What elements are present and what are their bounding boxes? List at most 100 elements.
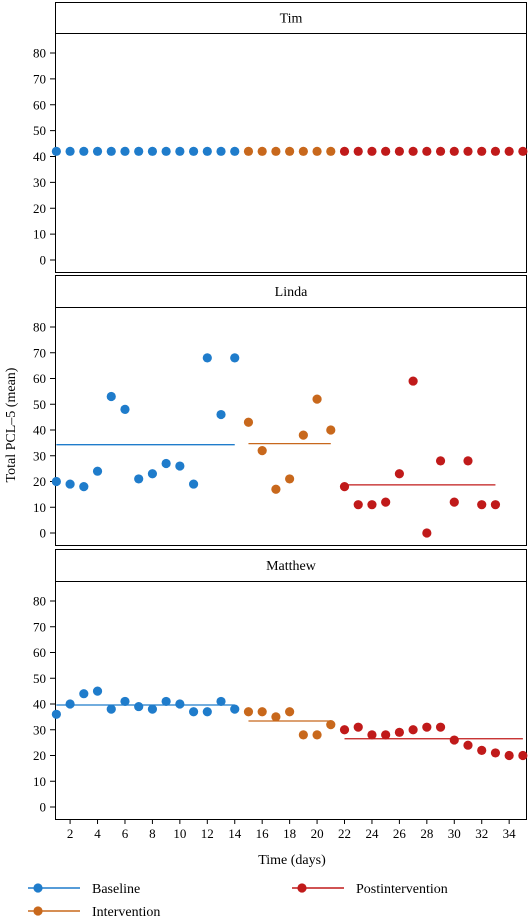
data-point-baseline — [161, 458, 171, 469]
panel-title: Matthew — [266, 559, 317, 574]
data-point-intervention — [271, 146, 281, 156]
x-tick-label: 16 — [256, 826, 270, 841]
data-point-baseline — [188, 146, 199, 156]
data-point-intervention — [285, 146, 295, 156]
data-point-postintervention — [394, 727, 404, 737]
data-point-postintervention — [490, 500, 501, 510]
data-point-baseline — [216, 409, 226, 420]
data-point-postintervention — [463, 456, 473, 466]
x-tick-label: 8 — [149, 826, 156, 841]
panel-strip — [55, 2, 527, 34]
data-point-postintervention — [449, 146, 459, 156]
data-point-baseline — [216, 146, 226, 156]
data-point-baseline — [147, 469, 158, 479]
legend-item-intervention: Intervention — [28, 905, 160, 920]
data-point-baseline — [134, 474, 144, 484]
data-point-postintervention — [518, 750, 528, 761]
data-point-intervention — [312, 146, 322, 156]
data-point-baseline — [120, 146, 130, 156]
data-point-postintervention — [477, 500, 487, 510]
y-tick-label: 60 — [33, 97, 46, 112]
x-tick-label: 34 — [503, 826, 517, 841]
legend-label: Postintervention — [356, 882, 448, 897]
data-point-postintervention — [518, 146, 528, 156]
data-point-postintervention — [339, 482, 350, 492]
x-tick-label: 26 — [393, 826, 407, 841]
y-tick-label: 40 — [33, 423, 46, 438]
data-point-baseline — [92, 466, 103, 476]
panel-matthew: Matthew 0 10 20 30 40 50 60 70 80 — [33, 549, 528, 820]
data-point-intervention — [312, 394, 322, 404]
y-tick-label: 50 — [33, 671, 46, 686]
data-point-intervention — [257, 146, 267, 156]
data-point-postintervention — [422, 146, 432, 156]
y-tick-label: 80 — [33, 46, 46, 61]
data-point-postintervention — [367, 146, 377, 156]
x-tick-label: 30 — [448, 826, 461, 841]
data-point-baseline — [147, 146, 158, 156]
y-tick-label: 50 — [33, 123, 46, 138]
data-point-baseline — [120, 404, 130, 414]
y-tick-label: 20 — [33, 474, 46, 489]
x-tick-label: 24 — [365, 826, 379, 841]
data-point-baseline — [92, 146, 103, 156]
data-point-baseline — [188, 479, 199, 489]
data-point-postintervention — [422, 528, 432, 538]
data-point-intervention — [285, 474, 295, 484]
y-tick-label: 20 — [33, 201, 46, 216]
data-point-baseline — [79, 146, 89, 156]
data-point-baseline — [51, 476, 61, 487]
x-tick-label: 32 — [475, 826, 488, 841]
data-point-baseline — [147, 704, 158, 714]
x-tick-label: 4 — [94, 826, 101, 841]
y-tick-label: 40 — [33, 697, 46, 712]
data-point-postintervention — [394, 146, 404, 156]
y-tick-label: 70 — [33, 71, 46, 86]
data-point-baseline — [92, 686, 103, 696]
y-tick-label: 10 — [33, 227, 46, 242]
data-point-intervention — [243, 707, 254, 717]
legend-marker — [33, 906, 43, 916]
legend-label: Intervention — [92, 905, 160, 920]
data-point-baseline — [134, 146, 144, 156]
y-tick-label: 50 — [33, 397, 46, 412]
data-point-postintervention — [367, 730, 377, 740]
data-point-postintervention — [435, 146, 446, 156]
x-tick-label: 28 — [420, 826, 433, 841]
data-point-intervention — [243, 417, 254, 427]
data-point-intervention — [298, 146, 308, 156]
data-point-baseline — [202, 707, 212, 717]
data-point-postintervention — [339, 725, 350, 735]
y-tick-label: 20 — [33, 748, 46, 763]
y-tick-label: 30 — [33, 722, 46, 737]
data-point-postintervention — [367, 500, 377, 510]
data-point-postintervention — [353, 500, 363, 510]
legend-item-postintervention: Postintervention — [292, 882, 448, 897]
data-point-postintervention — [394, 469, 404, 479]
data-point-postintervention — [490, 146, 501, 156]
x-tick-label: 10 — [173, 826, 186, 841]
data-point-postintervention — [504, 750, 514, 761]
y-axis-title: Total PCL–5 (mean) — [4, 367, 19, 482]
data-point-baseline — [175, 699, 185, 709]
data-point-postintervention — [381, 146, 391, 156]
data-point-postintervention — [381, 497, 391, 507]
data-point-baseline — [79, 482, 89, 492]
data-point-postintervention — [477, 745, 487, 755]
legend-label: Baseline — [92, 882, 140, 897]
data-point-intervention — [257, 707, 267, 717]
data-point-baseline — [161, 696, 171, 707]
legend-item-baseline: Baseline — [28, 882, 140, 897]
data-point-intervention — [326, 425, 336, 435]
data-point-intervention — [271, 712, 281, 722]
x-tick-label: 2 — [67, 826, 74, 841]
data-point-baseline — [202, 146, 212, 156]
y-tick-label: 60 — [33, 645, 46, 660]
y-tick-label: 80 — [33, 320, 46, 335]
y-tick-label: 0 — [40, 526, 47, 541]
data-point-baseline — [120, 696, 130, 707]
data-point-intervention — [326, 720, 336, 730]
panel-title: Tim — [280, 12, 303, 27]
data-point-postintervention — [353, 722, 363, 732]
